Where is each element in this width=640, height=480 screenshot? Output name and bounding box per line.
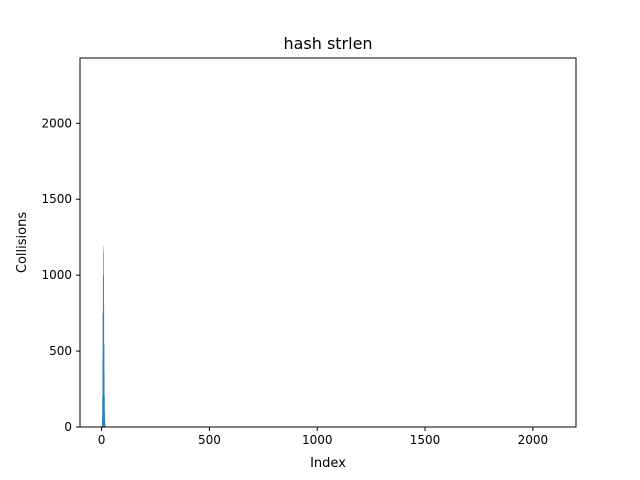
x-tick-label: 1000 <box>302 433 333 447</box>
y-axis-label: Collisions <box>15 212 30 273</box>
y-tick-label: 500 <box>49 344 72 358</box>
x-axis-label: Index <box>310 456 346 471</box>
y-tick-label: 2000 <box>41 116 72 130</box>
x-tick-label: 0 <box>98 433 106 447</box>
axes-frame <box>79 57 577 428</box>
x-tick-label: 2000 <box>518 433 549 447</box>
y-tick-label: 1500 <box>41 192 72 206</box>
y-axis: 0 500 1000 1500 2000 <box>41 116 80 434</box>
y-tick-label: 0 <box>64 420 72 434</box>
x-axis: 0 500 1000 1500 2000 <box>98 427 548 447</box>
x-tick-label: 1500 <box>410 433 441 447</box>
chart-title: hash strlen <box>283 34 372 53</box>
y-tick-label: 1000 <box>41 268 72 282</box>
bars <box>101 246 106 427</box>
x-tick-label: 500 <box>198 433 221 447</box>
